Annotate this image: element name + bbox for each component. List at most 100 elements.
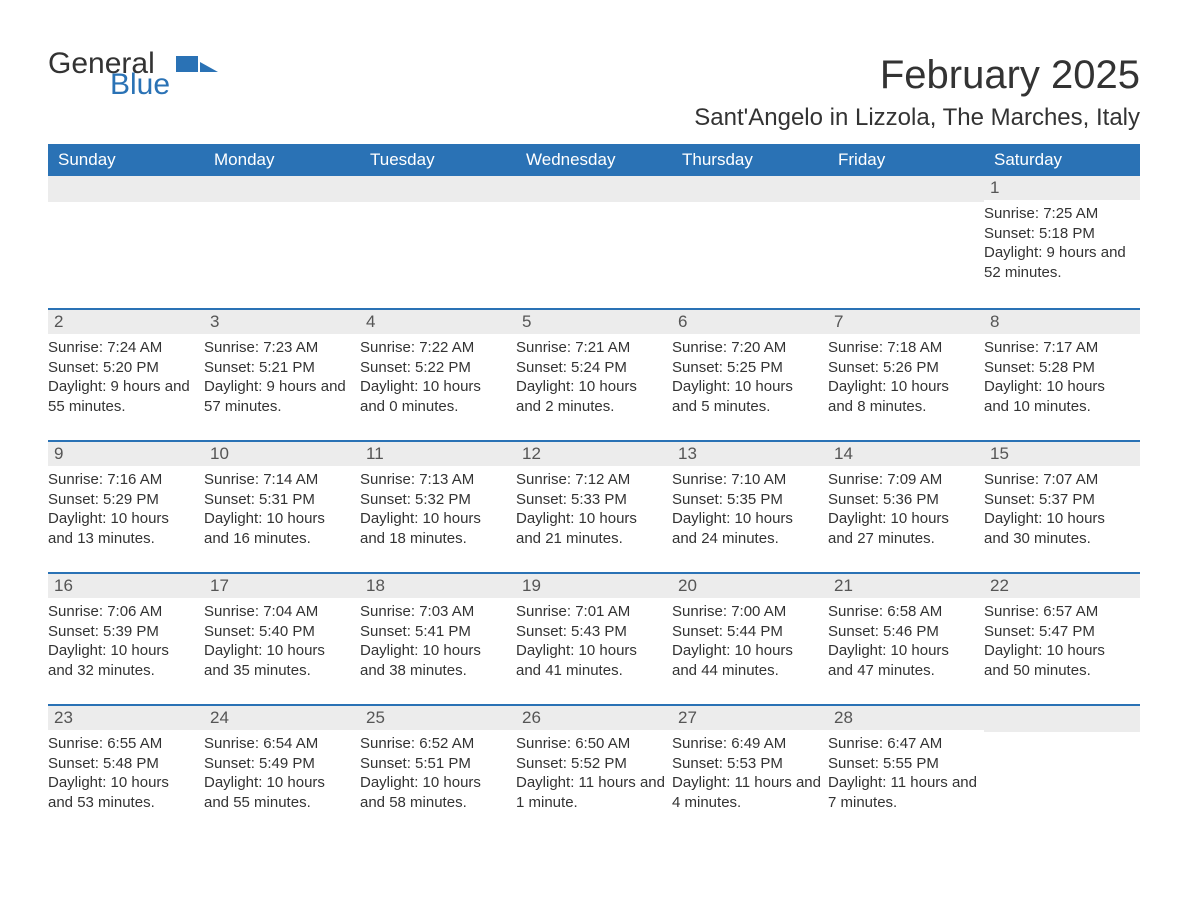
day-text: Sunrise: 7:06 AMSunset: 5:39 PMDaylight:…	[48, 598, 204, 686]
day-text-line: Sunset: 5:21 PM	[204, 358, 354, 378]
day-cell: 16Sunrise: 7:06 AMSunset: 5:39 PMDayligh…	[48, 574, 204, 700]
day-cell	[828, 176, 984, 304]
day-text: Sunrise: 7:04 AMSunset: 5:40 PMDaylight:…	[204, 598, 360, 686]
day-text: Sunrise: 7:00 AMSunset: 5:44 PMDaylight:…	[672, 598, 828, 686]
day-text-line: Sunset: 5:37 PM	[984, 490, 1134, 510]
day-number: 1	[984, 176, 1140, 200]
day-cell: 1Sunrise: 7:25 AMSunset: 5:18 PMDaylight…	[984, 176, 1140, 304]
day-number	[828, 176, 984, 202]
logo-text-blue: Blue	[110, 71, 170, 98]
day-cell: 22Sunrise: 6:57 AMSunset: 5:47 PMDayligh…	[984, 574, 1140, 700]
day-text-line: Daylight: 10 hours and 10 minutes.	[984, 377, 1134, 416]
day-text-line: Daylight: 10 hours and 2 minutes.	[516, 377, 666, 416]
day-text-line: Sunset: 5:24 PM	[516, 358, 666, 378]
day-number: 11	[360, 442, 516, 466]
day-text-line: Sunrise: 7:23 AM	[204, 338, 354, 358]
dayheader-cell: Wednesday	[516, 144, 672, 176]
day-cell: 25Sunrise: 6:52 AMSunset: 5:51 PMDayligh…	[360, 706, 516, 832]
day-text-line: Sunset: 5:51 PM	[360, 754, 510, 774]
day-text-line: Daylight: 10 hours and 47 minutes.	[828, 641, 978, 680]
day-cell: 14Sunrise: 7:09 AMSunset: 5:36 PMDayligh…	[828, 442, 984, 568]
day-text-line: Daylight: 9 hours and 52 minutes.	[984, 243, 1134, 282]
day-text-line: Sunset: 5:31 PM	[204, 490, 354, 510]
day-number: 22	[984, 574, 1140, 598]
day-number: 18	[360, 574, 516, 598]
day-cell: 11Sunrise: 7:13 AMSunset: 5:32 PMDayligh…	[360, 442, 516, 568]
dayheader-cell: Thursday	[672, 144, 828, 176]
day-text-line: Daylight: 10 hours and 16 minutes.	[204, 509, 354, 548]
day-number: 25	[360, 706, 516, 730]
day-text-line: Sunrise: 7:06 AM	[48, 602, 198, 622]
day-number: 6	[672, 310, 828, 334]
day-text-line: Daylight: 10 hours and 53 minutes.	[48, 773, 198, 812]
day-text-line: Sunset: 5:47 PM	[984, 622, 1134, 642]
day-text-line: Sunset: 5:52 PM	[516, 754, 666, 774]
day-text-line: Sunrise: 6:52 AM	[360, 734, 510, 754]
day-text-line: Daylight: 10 hours and 13 minutes.	[48, 509, 198, 548]
day-cell: 21Sunrise: 6:58 AMSunset: 5:46 PMDayligh…	[828, 574, 984, 700]
day-text-line: Sunset: 5:29 PM	[48, 490, 198, 510]
dayheader-cell: Tuesday	[360, 144, 516, 176]
dayheader-cell: Monday	[204, 144, 360, 176]
day-text: Sunrise: 7:07 AMSunset: 5:37 PMDaylight:…	[984, 466, 1140, 554]
week-row: 23Sunrise: 6:55 AMSunset: 5:48 PMDayligh…	[48, 704, 1140, 832]
day-cell: 19Sunrise: 7:01 AMSunset: 5:43 PMDayligh…	[516, 574, 672, 700]
day-text-line: Daylight: 9 hours and 57 minutes.	[204, 377, 354, 416]
day-number	[360, 176, 516, 202]
day-text-line: Daylight: 10 hours and 55 minutes.	[204, 773, 354, 812]
day-text-line: Sunrise: 7:10 AM	[672, 470, 822, 490]
day-cell: 26Sunrise: 6:50 AMSunset: 5:52 PMDayligh…	[516, 706, 672, 832]
day-cell: 12Sunrise: 7:12 AMSunset: 5:33 PMDayligh…	[516, 442, 672, 568]
day-text-line: Sunset: 5:28 PM	[984, 358, 1134, 378]
day-cell: 24Sunrise: 6:54 AMSunset: 5:49 PMDayligh…	[204, 706, 360, 832]
day-text-line: Sunset: 5:25 PM	[672, 358, 822, 378]
day-cell: 27Sunrise: 6:49 AMSunset: 5:53 PMDayligh…	[672, 706, 828, 832]
day-number: 21	[828, 574, 984, 598]
day-number: 28	[828, 706, 984, 730]
day-number: 7	[828, 310, 984, 334]
day-cell	[672, 176, 828, 304]
day-number: 10	[204, 442, 360, 466]
dayheader-cell: Friday	[828, 144, 984, 176]
day-text-line: Sunset: 5:48 PM	[48, 754, 198, 774]
day-number: 20	[672, 574, 828, 598]
day-text: Sunrise: 7:01 AMSunset: 5:43 PMDaylight:…	[516, 598, 672, 686]
day-text-line: Daylight: 10 hours and 27 minutes.	[828, 509, 978, 548]
day-cell: 2Sunrise: 7:24 AMSunset: 5:20 PMDaylight…	[48, 310, 204, 436]
day-text-line: Sunrise: 7:12 AM	[516, 470, 666, 490]
day-cell: 8Sunrise: 7:17 AMSunset: 5:28 PMDaylight…	[984, 310, 1140, 436]
day-text-line: Daylight: 10 hours and 44 minutes.	[672, 641, 822, 680]
logo-text-group: General Blue	[48, 50, 170, 98]
day-text: Sunrise: 7:25 AMSunset: 5:18 PMDaylight:…	[984, 200, 1140, 288]
day-text-line: Sunset: 5:46 PM	[828, 622, 978, 642]
calendar: SundayMondayTuesdayWednesdayThursdayFrid…	[48, 144, 1140, 832]
day-cell: 6Sunrise: 7:20 AMSunset: 5:25 PMDaylight…	[672, 310, 828, 436]
week-row: 9Sunrise: 7:16 AMSunset: 5:29 PMDaylight…	[48, 440, 1140, 568]
day-number: 19	[516, 574, 672, 598]
day-text-line: Sunset: 5:39 PM	[48, 622, 198, 642]
day-text-line: Daylight: 10 hours and 30 minutes.	[984, 509, 1134, 548]
day-text-line: Daylight: 10 hours and 24 minutes.	[672, 509, 822, 548]
day-text-line: Sunrise: 7:24 AM	[48, 338, 198, 358]
day-text-line: Daylight: 11 hours and 4 minutes.	[672, 773, 822, 812]
day-text-line: Sunrise: 6:49 AM	[672, 734, 822, 754]
day-number: 12	[516, 442, 672, 466]
day-text-line: Sunrise: 7:09 AM	[828, 470, 978, 490]
day-text: Sunrise: 7:18 AMSunset: 5:26 PMDaylight:…	[828, 334, 984, 422]
day-number: 5	[516, 310, 672, 334]
day-text: Sunrise: 7:20 AMSunset: 5:25 PMDaylight:…	[672, 334, 828, 422]
day-number: 13	[672, 442, 828, 466]
day-text-line: Sunset: 5:53 PM	[672, 754, 822, 774]
day-text-line: Sunset: 5:22 PM	[360, 358, 510, 378]
day-number	[48, 176, 204, 202]
day-number: 8	[984, 310, 1140, 334]
dayheader-cell: Sunday	[48, 144, 204, 176]
day-cell	[48, 176, 204, 304]
day-text: Sunrise: 7:24 AMSunset: 5:20 PMDaylight:…	[48, 334, 204, 422]
day-text-line: Sunset: 5:20 PM	[48, 358, 198, 378]
day-text: Sunrise: 6:57 AMSunset: 5:47 PMDaylight:…	[984, 598, 1140, 686]
day-number	[204, 176, 360, 202]
day-text-line: Sunrise: 7:16 AM	[48, 470, 198, 490]
day-cell	[204, 176, 360, 304]
day-cell: 20Sunrise: 7:00 AMSunset: 5:44 PMDayligh…	[672, 574, 828, 700]
